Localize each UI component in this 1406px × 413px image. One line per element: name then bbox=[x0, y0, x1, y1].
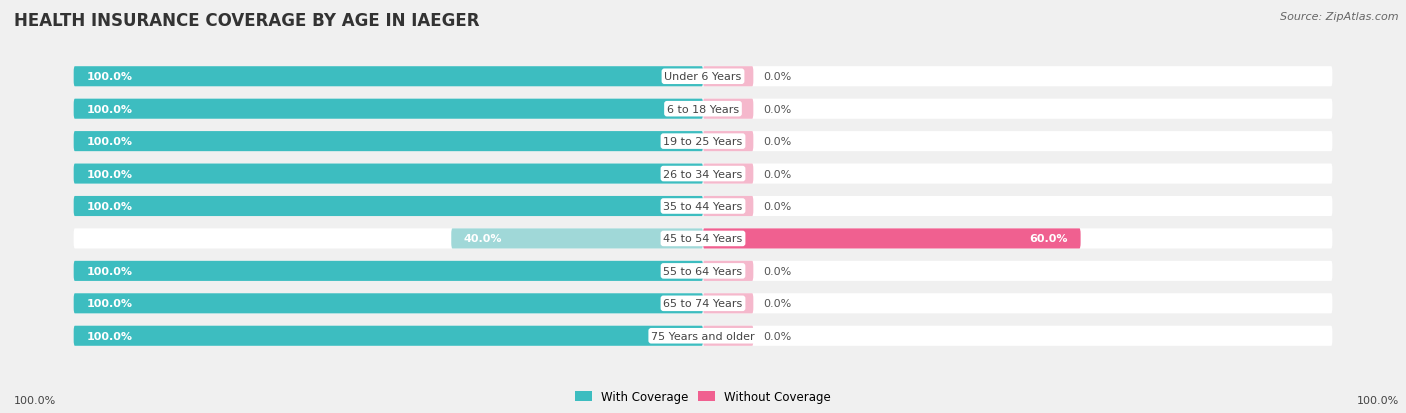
FancyBboxPatch shape bbox=[73, 132, 703, 152]
FancyBboxPatch shape bbox=[703, 164, 754, 184]
FancyBboxPatch shape bbox=[73, 100, 703, 119]
Text: 0.0%: 0.0% bbox=[763, 72, 792, 82]
Text: 100.0%: 100.0% bbox=[1357, 395, 1399, 405]
Text: Under 6 Years: Under 6 Years bbox=[665, 72, 741, 82]
FancyBboxPatch shape bbox=[703, 326, 754, 346]
Text: 55 to 64 Years: 55 to 64 Years bbox=[664, 266, 742, 276]
FancyBboxPatch shape bbox=[73, 67, 703, 87]
Text: HEALTH INSURANCE COVERAGE BY AGE IN IAEGER: HEALTH INSURANCE COVERAGE BY AGE IN IAEG… bbox=[14, 12, 479, 30]
FancyBboxPatch shape bbox=[703, 261, 754, 281]
Text: 19 to 25 Years: 19 to 25 Years bbox=[664, 137, 742, 147]
FancyBboxPatch shape bbox=[703, 132, 754, 152]
FancyBboxPatch shape bbox=[73, 197, 1333, 216]
FancyBboxPatch shape bbox=[73, 197, 703, 216]
Text: 0.0%: 0.0% bbox=[763, 266, 792, 276]
Text: 100.0%: 100.0% bbox=[86, 266, 132, 276]
Text: 60.0%: 60.0% bbox=[1029, 234, 1069, 244]
FancyBboxPatch shape bbox=[703, 100, 754, 119]
FancyBboxPatch shape bbox=[703, 294, 754, 313]
FancyBboxPatch shape bbox=[73, 326, 1333, 346]
FancyBboxPatch shape bbox=[73, 229, 1333, 249]
FancyBboxPatch shape bbox=[73, 326, 703, 346]
FancyBboxPatch shape bbox=[703, 67, 754, 87]
Text: 0.0%: 0.0% bbox=[763, 202, 792, 211]
Text: 100.0%: 100.0% bbox=[86, 104, 132, 114]
Text: 45 to 54 Years: 45 to 54 Years bbox=[664, 234, 742, 244]
Text: 65 to 74 Years: 65 to 74 Years bbox=[664, 299, 742, 309]
Text: 0.0%: 0.0% bbox=[763, 137, 792, 147]
Text: Source: ZipAtlas.com: Source: ZipAtlas.com bbox=[1281, 12, 1399, 22]
FancyBboxPatch shape bbox=[73, 261, 703, 281]
Text: 100.0%: 100.0% bbox=[86, 169, 132, 179]
Text: 0.0%: 0.0% bbox=[763, 299, 792, 309]
Text: 6 to 18 Years: 6 to 18 Years bbox=[666, 104, 740, 114]
FancyBboxPatch shape bbox=[73, 132, 1333, 152]
Legend: With Coverage, Without Coverage: With Coverage, Without Coverage bbox=[571, 385, 835, 408]
Text: 100.0%: 100.0% bbox=[86, 331, 132, 341]
FancyBboxPatch shape bbox=[73, 294, 1333, 313]
FancyBboxPatch shape bbox=[73, 294, 703, 313]
FancyBboxPatch shape bbox=[73, 164, 703, 184]
FancyBboxPatch shape bbox=[73, 261, 1333, 281]
FancyBboxPatch shape bbox=[73, 164, 1333, 184]
Text: 26 to 34 Years: 26 to 34 Years bbox=[664, 169, 742, 179]
Text: 40.0%: 40.0% bbox=[464, 234, 502, 244]
Text: 100.0%: 100.0% bbox=[86, 202, 132, 211]
FancyBboxPatch shape bbox=[703, 229, 1081, 249]
Text: 100.0%: 100.0% bbox=[86, 72, 132, 82]
Text: 35 to 44 Years: 35 to 44 Years bbox=[664, 202, 742, 211]
Text: 0.0%: 0.0% bbox=[763, 169, 792, 179]
Text: 75 Years and older: 75 Years and older bbox=[651, 331, 755, 341]
Text: 0.0%: 0.0% bbox=[763, 104, 792, 114]
Text: 100.0%: 100.0% bbox=[86, 299, 132, 309]
Text: 0.0%: 0.0% bbox=[763, 331, 792, 341]
FancyBboxPatch shape bbox=[73, 100, 1333, 119]
FancyBboxPatch shape bbox=[73, 67, 1333, 87]
Text: 100.0%: 100.0% bbox=[14, 395, 56, 405]
FancyBboxPatch shape bbox=[703, 197, 754, 216]
Text: 100.0%: 100.0% bbox=[86, 137, 132, 147]
FancyBboxPatch shape bbox=[451, 229, 703, 249]
